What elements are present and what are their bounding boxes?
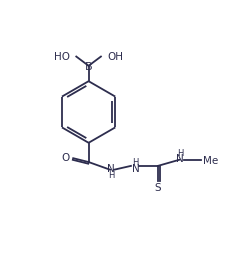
Text: N: N <box>176 154 184 164</box>
Text: O: O <box>62 153 70 163</box>
Text: OH: OH <box>107 52 123 61</box>
Text: H: H <box>177 148 183 157</box>
Text: H: H <box>132 157 139 166</box>
Text: HO: HO <box>54 52 70 61</box>
Text: N: N <box>132 164 139 173</box>
Text: S: S <box>155 183 161 193</box>
Text: H: H <box>108 170 114 179</box>
Text: B: B <box>85 61 92 72</box>
Text: N: N <box>107 164 115 173</box>
Text: Me: Me <box>203 156 219 166</box>
